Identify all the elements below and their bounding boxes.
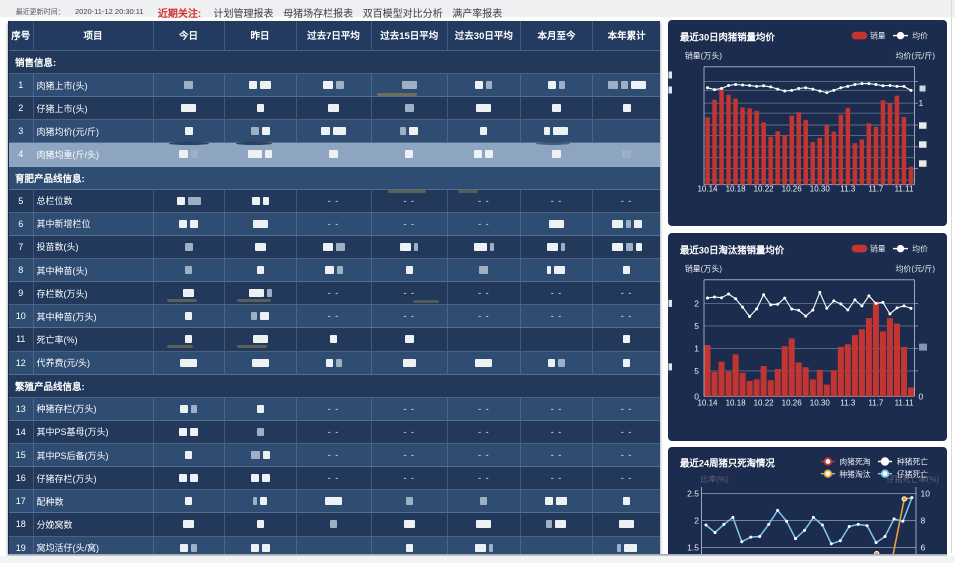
svg-text:10.22: 10.22 <box>754 184 775 193</box>
svg-text:10.14: 10.14 <box>697 184 718 193</box>
svg-text:11.3: 11.3 <box>840 184 856 193</box>
svg-text:10.18: 10.18 <box>726 398 747 407</box>
svg-text:均价(元/斤): 均价(元/斤) <box>895 50 935 60</box>
svg-text:最近30日肉猪销量均价: 最近30日肉猪销量均价 <box>680 31 775 42</box>
svg-text:销量: 销量 <box>870 243 886 253</box>
svg-text:1.5: 1.5 <box>687 542 699 552</box>
svg-text:销量(万头): 销量(万头) <box>685 263 723 273</box>
svg-text:仔猪死亡: 仔猪死亡 <box>897 468 928 478</box>
svg-text:5: 5 <box>694 365 699 375</box>
svg-text:均价: 均价 <box>912 243 928 253</box>
svg-text:10.26: 10.26 <box>782 398 803 407</box>
svg-text:销量: 销量 <box>870 30 886 40</box>
svg-text:2: 2 <box>694 298 699 308</box>
svg-text:1: 1 <box>919 98 924 108</box>
svg-text:种猪死亡: 种猪死亡 <box>897 456 928 466</box>
svg-text:6: 6 <box>921 542 926 552</box>
svg-text:1: 1 <box>694 343 699 353</box>
svg-text:10.22: 10.22 <box>754 398 775 407</box>
svg-text:均价(元/斤): 均价(元/斤) <box>895 263 935 273</box>
svg-text:均价: 均价 <box>912 30 928 40</box>
svg-text:10.30: 10.30 <box>810 398 831 407</box>
svg-text:最近24周猪只死淘情况: 最近24周猪只死淘情况 <box>680 457 775 468</box>
svg-text:10.18: 10.18 <box>726 184 747 193</box>
svg-text:0: 0 <box>919 391 924 401</box>
svg-text:11.11: 11.11 <box>895 184 914 193</box>
svg-text:0: 0 <box>694 391 699 401</box>
svg-text:仔猪死亡率(%): 仔猪死亡率(%) <box>887 474 940 484</box>
svg-text:销量(万头): 销量(万头) <box>685 50 723 60</box>
svg-text:10.30: 10.30 <box>810 184 831 193</box>
svg-text:5: 5 <box>694 320 699 330</box>
svg-text:8: 8 <box>921 515 926 525</box>
svg-text:10.26: 10.26 <box>782 184 803 193</box>
svg-text:2: 2 <box>694 515 699 525</box>
svg-text:11.7: 11.7 <box>868 398 884 407</box>
svg-text:10.14: 10.14 <box>697 398 718 407</box>
svg-text:11.7: 11.7 <box>868 184 884 193</box>
svg-text:11.3: 11.3 <box>840 398 856 407</box>
svg-text:比率(%): 比率(%) <box>700 474 729 484</box>
svg-text:10: 10 <box>921 488 931 498</box>
svg-text:11.11: 11.11 <box>895 398 914 407</box>
svg-text:2.5: 2.5 <box>687 488 699 498</box>
svg-text:肉猪死淘: 肉猪死淘 <box>839 456 870 466</box>
svg-text:最近30日淘汰猪销量均价: 最近30日淘汰猪销量均价 <box>680 244 785 255</box>
svg-text:种猪淘汰: 种猪淘汰 <box>839 468 870 478</box>
